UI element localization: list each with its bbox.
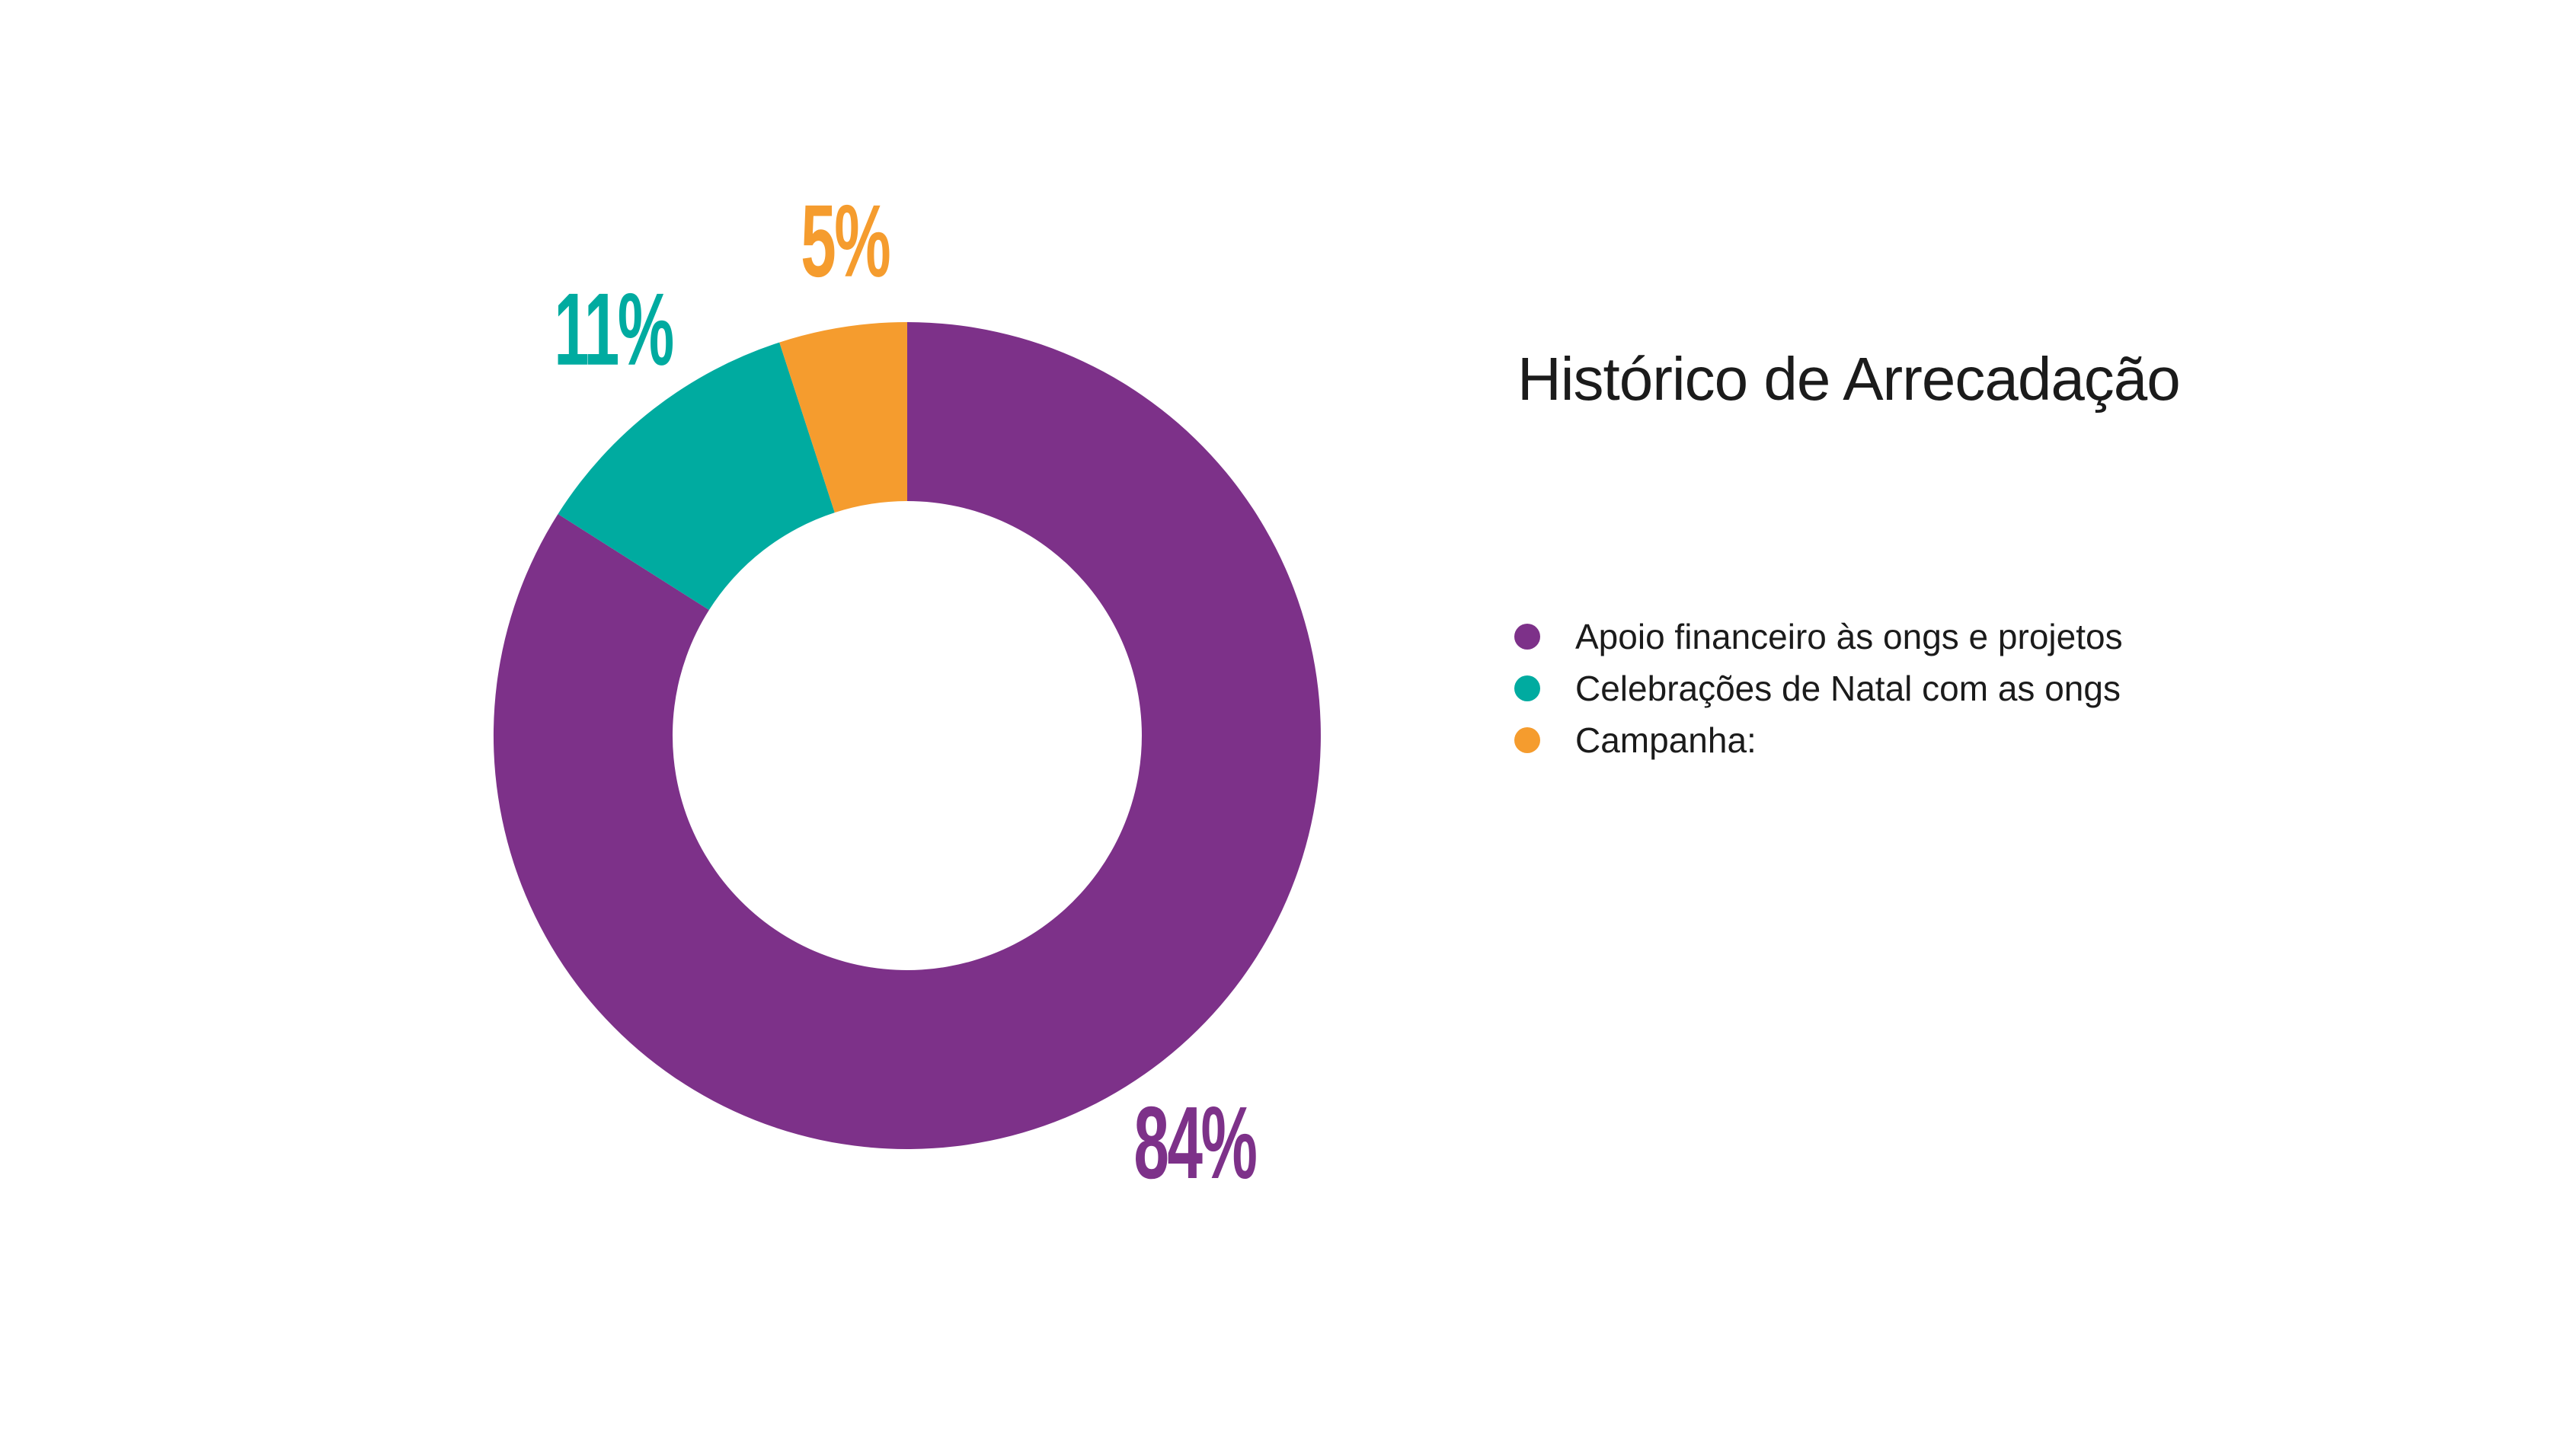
legend-label: Celebrações de Natal com as ongs [1575,669,2121,708]
slice-value-label-1: 84% [1133,1084,1255,1199]
chart-title: Histórico de Arrecadação [1517,345,2181,413]
donut-slice-2 [558,342,835,610]
legend-swatch-icon [1514,624,1540,650]
slice-value-label-3: 5% [801,183,889,298]
legend-swatch-icon [1514,675,1540,701]
legend-item-celebracoes-natal: Celebrações de Natal com as ongs [1514,663,2123,714]
legend-item-campanha: Campanha: [1514,714,2123,766]
slice-value-label-2: 11% [554,271,673,386]
legend-label: Apoio financeiro às ongs e projetos [1575,617,2123,656]
legend-item-apoio-financeiro: Apoio financeiro às ongs e projetos [1514,611,2123,663]
donut-slice-3 [779,322,907,513]
donut-slice-1 [493,322,1321,1150]
legend-swatch-icon [1514,727,1540,753]
legend-label: Campanha: [1575,720,1757,760]
chart-legend: Apoio financeiro às ongs e projetos Cele… [1514,611,2123,766]
